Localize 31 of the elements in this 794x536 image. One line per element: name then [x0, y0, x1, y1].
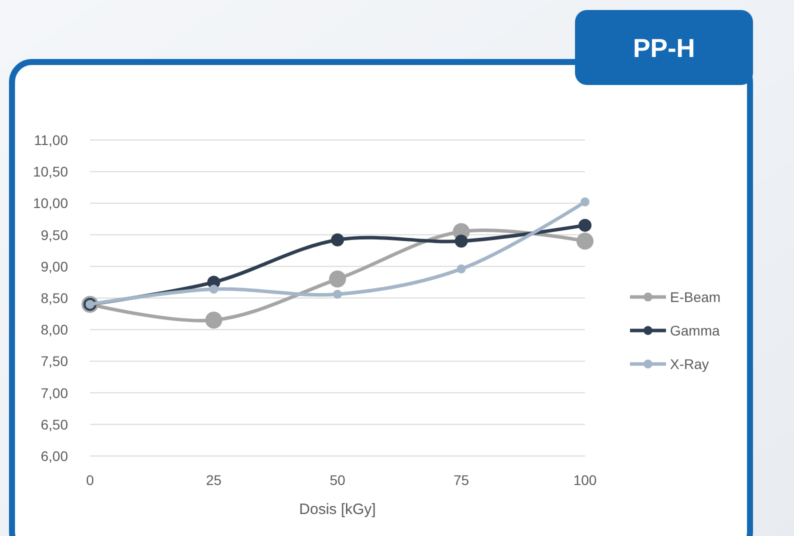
- y-tick-label: 10,50: [32, 164, 68, 180]
- point: [209, 284, 218, 294]
- x-axis-title: Dosis [kGy]: [299, 501, 376, 518]
- point: [578, 218, 592, 232]
- point: [333, 290, 342, 299]
- y-tick-label: 11,00: [34, 132, 68, 148]
- point: [329, 270, 346, 288]
- y-tick-label: 6,00: [40, 448, 68, 464]
- legend-label: Gamma: [670, 322, 720, 338]
- y-tick-label: 6,50: [40, 416, 68, 432]
- point: [456, 264, 466, 274]
- y-tick-label: 9,00: [40, 258, 68, 274]
- point: [580, 197, 590, 206]
- y-tick-label: 9,50: [40, 226, 68, 243]
- x-tick-label: 0: [86, 472, 94, 488]
- y-tick-label: 7,50: [40, 353, 68, 370]
- point: [205, 312, 222, 329]
- point: [331, 233, 344, 246]
- x-tick-label: 50: [330, 472, 346, 488]
- point: [576, 232, 594, 250]
- text: PP-H: [632, 33, 696, 63]
- point: [454, 234, 468, 248]
- y-tick-label: 7,00: [40, 384, 68, 401]
- x-tick-label: 75: [453, 472, 470, 488]
- x-tick-label: 100: [573, 472, 597, 488]
- legend-label: X-Ray: [670, 356, 709, 372]
- x-tick-label: 25: [206, 472, 222, 488]
- legend-label: E-Beam: [670, 289, 721, 305]
- y-tick-label: 8,50: [40, 290, 68, 306]
- y-tick-label: 10,00: [32, 195, 68, 212]
- y-tick-label: 8,00: [40, 322, 68, 338]
